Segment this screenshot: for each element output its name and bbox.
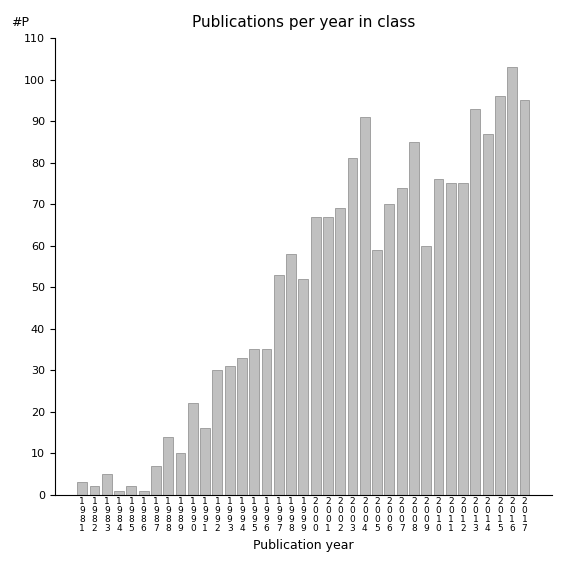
Bar	[471, 109, 480, 494]
Bar	[434, 179, 443, 494]
Bar	[311, 217, 320, 494]
Bar	[495, 96, 505, 494]
Bar	[200, 428, 210, 494]
Bar	[458, 183, 468, 494]
Title: Publications per year in class: Publications per year in class	[192, 15, 415, 30]
Bar	[298, 279, 308, 494]
Bar	[274, 274, 284, 494]
Bar	[335, 208, 345, 494]
Bar	[126, 486, 136, 494]
Bar	[139, 490, 149, 494]
Y-axis label: #P: #P	[11, 16, 29, 29]
Bar	[519, 100, 530, 494]
Bar	[213, 370, 222, 494]
Bar	[348, 158, 357, 494]
Bar	[249, 349, 259, 494]
Bar	[188, 403, 198, 494]
Bar	[384, 204, 394, 494]
Bar	[237, 358, 247, 494]
Bar	[77, 482, 87, 494]
Bar	[163, 437, 173, 494]
Bar	[114, 490, 124, 494]
Bar	[225, 366, 235, 494]
Bar	[507, 67, 517, 494]
Bar	[151, 466, 161, 494]
Bar	[409, 142, 419, 494]
Bar	[90, 486, 99, 494]
Bar	[446, 183, 456, 494]
Bar	[421, 246, 431, 494]
Bar	[483, 134, 493, 494]
X-axis label: Publication year: Publication year	[253, 539, 354, 552]
Bar	[102, 474, 112, 494]
Bar	[360, 117, 370, 494]
Bar	[176, 453, 185, 494]
Bar	[286, 254, 296, 494]
Bar	[261, 349, 272, 494]
Bar	[397, 188, 407, 494]
Bar	[372, 250, 382, 494]
Bar	[323, 217, 333, 494]
